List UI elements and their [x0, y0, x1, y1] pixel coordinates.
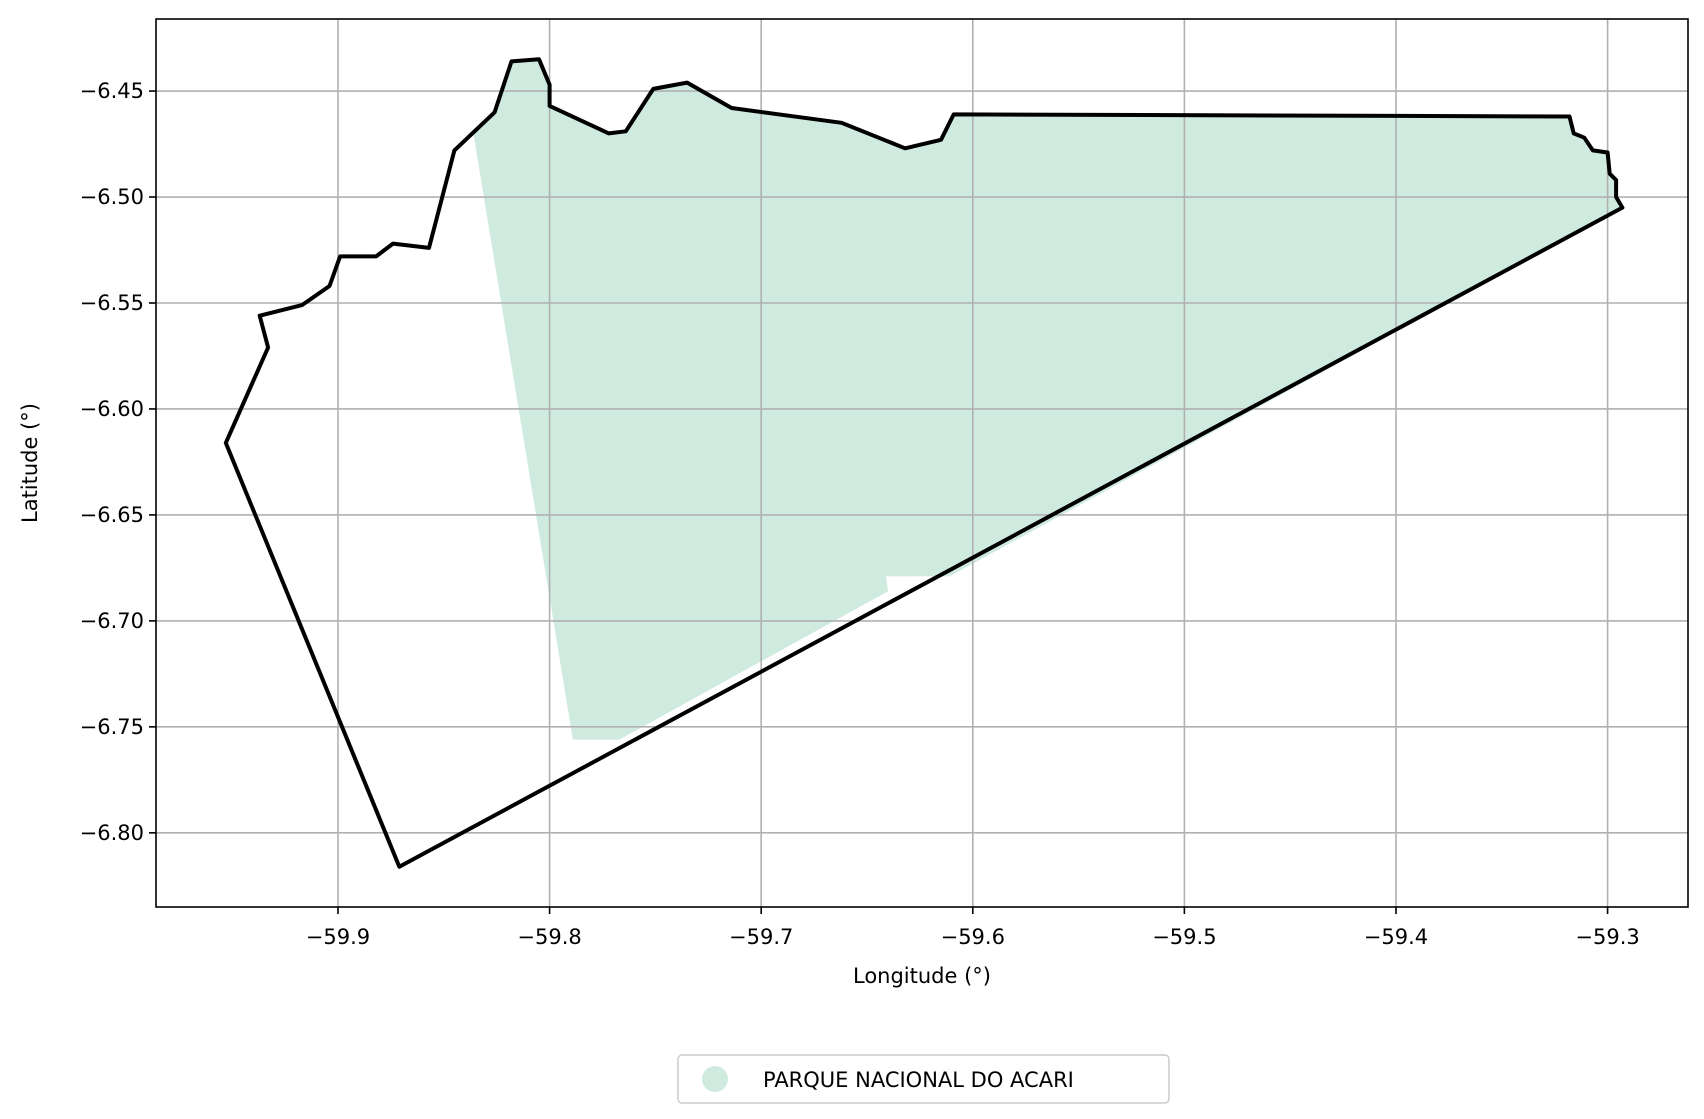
y-axis: −6.45 −6.50 −6.55 −6.60 −6.65 −6.70 −6.75 −6.80	[80, 79, 156, 845]
legend-label: PARQUE NACIONAL DO ACARI	[763, 1068, 1074, 1092]
y-tick-label: −6.60	[80, 397, 144, 421]
x-tick-label: −59.6	[941, 925, 1005, 949]
x-tick-label: −59.7	[729, 925, 793, 949]
y-tick-label: −6.50	[80, 185, 144, 209]
y-tick-label: −6.45	[80, 79, 144, 103]
x-tick-label: −59.4	[1364, 925, 1428, 949]
gridlines	[156, 19, 1688, 907]
boundary-outline	[223, 57, 1625, 869]
legend-marker	[702, 1066, 728, 1092]
axes-frame	[155, 18, 1689, 908]
legend-box	[677, 1054, 1170, 1104]
y-tick-label: −6.55	[80, 291, 144, 315]
boundary-layer	[223, 57, 1625, 869]
y-tick-label: −6.70	[80, 609, 144, 633]
x-tick-label: −59.5	[1152, 925, 1216, 949]
x-tick-label: −59.8	[517, 925, 581, 949]
y-tick-label: −6.75	[80, 715, 144, 739]
legend: PARQUE NACIONAL DO ACARI	[677, 1054, 1170, 1104]
x-tick-label: −59.3	[1575, 925, 1639, 949]
y-tick-label: −6.80	[80, 821, 144, 845]
y-axis-label: Latitude (°)	[18, 403, 42, 523]
y-tick-label: −6.65	[80, 503, 144, 527]
x-tick-label: −59.9	[306, 925, 370, 949]
x-axis: −59.9 −59.8 −59.7 −59.6 −59.5 −59.4 −59.3	[306, 907, 1640, 949]
x-axis-label: Longitude (°)	[853, 964, 991, 988]
